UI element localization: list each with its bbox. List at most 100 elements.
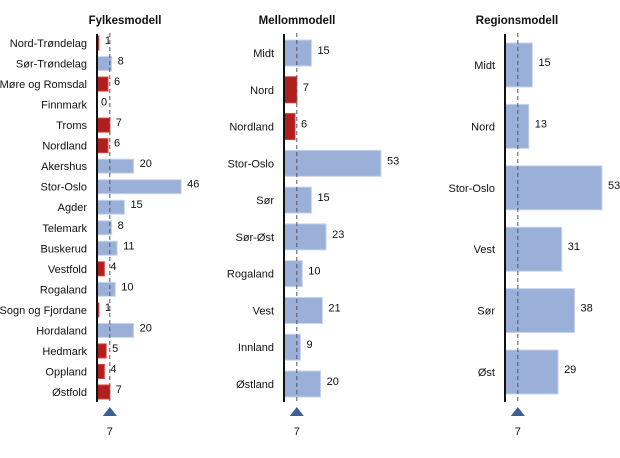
category-label: Stor-Oslo: [449, 183, 495, 195]
bar: [96, 281, 116, 297]
bar: [96, 158, 135, 174]
data-label: 7: [116, 384, 122, 396]
category-label: Troms: [56, 120, 87, 132]
data-label: 23: [332, 229, 344, 241]
category-label: Midt: [474, 60, 495, 72]
category-label: Nord-Trøndelag: [10, 38, 87, 50]
category-label: Nord: [250, 85, 274, 97]
category-label: Sør: [477, 306, 495, 318]
category-label: Østfold: [52, 387, 87, 399]
data-label: 7: [116, 117, 122, 129]
category-label: Sør: [256, 195, 274, 207]
category-label: Oppland: [45, 366, 87, 378]
data-label: 13: [535, 118, 547, 130]
data-label: 4: [110, 363, 116, 375]
data-label: 4: [110, 261, 116, 273]
bar: [283, 260, 303, 288]
category-label: Stor-Oslo: [228, 158, 274, 170]
reference-value-label: 7: [294, 426, 300, 438]
data-label: 20: [140, 322, 152, 334]
data-label: 15: [538, 57, 550, 69]
bar: [96, 199, 125, 215]
bar: [504, 103, 530, 149]
category-label: Nord: [471, 121, 495, 133]
bar: [283, 76, 298, 104]
bar: [504, 349, 559, 395]
data-label: 38: [581, 303, 593, 315]
data-label: 11: [123, 240, 134, 252]
data-label: 10: [308, 266, 320, 278]
category-label: Vestfold: [48, 264, 87, 276]
data-label: 0: [101, 97, 107, 109]
category-label: Buskerud: [41, 243, 87, 255]
panel-title: Fylkesmodell: [89, 15, 162, 27]
data-label: 8: [118, 220, 124, 232]
bar: [283, 39, 312, 67]
bar: [504, 42, 533, 88]
bar: [96, 363, 105, 379]
bar: [96, 117, 111, 133]
data-label: 15: [317, 192, 329, 204]
data-label: 31: [568, 241, 580, 253]
category-label: Hordaland: [36, 325, 87, 337]
data-label: 46: [187, 179, 199, 191]
data-label: 15: [317, 45, 329, 57]
data-label: 5: [112, 343, 118, 355]
category-label: Midt: [253, 48, 274, 60]
panel-title: Regionsmodell: [476, 15, 558, 27]
bar: [96, 261, 105, 277]
category-label: Telemark: [42, 223, 87, 235]
data-label: 1: [105, 302, 111, 314]
category-label: Vest: [253, 305, 274, 317]
category-label: Nordland: [229, 122, 274, 134]
bar: [96, 322, 135, 338]
category-label: Hedmark: [42, 346, 87, 358]
bar: [96, 240, 118, 256]
category-label: Akershus: [41, 161, 87, 173]
bar: [283, 296, 323, 324]
data-label: 53: [387, 155, 399, 167]
reference-value-label: 7: [107, 426, 113, 438]
bar: [96, 76, 109, 92]
data-label: 29: [564, 364, 576, 376]
category-label: Vest: [474, 244, 495, 256]
bar: [504, 288, 576, 334]
data-label: 9: [306, 339, 312, 351]
data-label: 8: [118, 56, 124, 68]
category-label: Rogaland: [40, 284, 87, 296]
data-label: 21: [328, 302, 340, 314]
data-label: 1: [105, 35, 111, 47]
category-label: Innland: [238, 342, 274, 354]
category-label: Nordland: [42, 141, 87, 153]
category-label: Rogaland: [227, 269, 274, 281]
category-label: Finnmark: [41, 100, 87, 112]
data-label: 20: [327, 376, 339, 388]
bar: [504, 165, 603, 211]
reference-marker-triangle-icon: [289, 407, 304, 416]
reference-value-label: 7: [515, 426, 521, 438]
category-label: Sør-Trøndelag: [16, 59, 87, 71]
category-label: Sogn og Fjordane: [0, 305, 87, 317]
panel-title: Mellommodell: [259, 15, 336, 27]
category-label: Sør-Øst: [236, 232, 275, 244]
category-label: Agder: [58, 202, 88, 214]
data-label: 20: [140, 158, 152, 170]
category-label: Østland: [236, 379, 274, 391]
bar: [96, 138, 109, 154]
category-label: Stor-Oslo: [41, 182, 87, 194]
bar: [96, 384, 111, 400]
data-label: 7: [303, 82, 309, 94]
bar: [283, 186, 312, 214]
bar: [504, 226, 563, 272]
bar: [96, 343, 107, 359]
data-label: 10: [121, 281, 133, 293]
bar: [283, 370, 322, 398]
data-label: 6: [301, 119, 307, 131]
bar: [283, 333, 301, 361]
data-label: 53: [608, 180, 620, 192]
bar: [283, 149, 382, 177]
data-label: 6: [114, 138, 120, 150]
data-label: 15: [130, 199, 142, 211]
category-label: Øst: [478, 367, 495, 379]
